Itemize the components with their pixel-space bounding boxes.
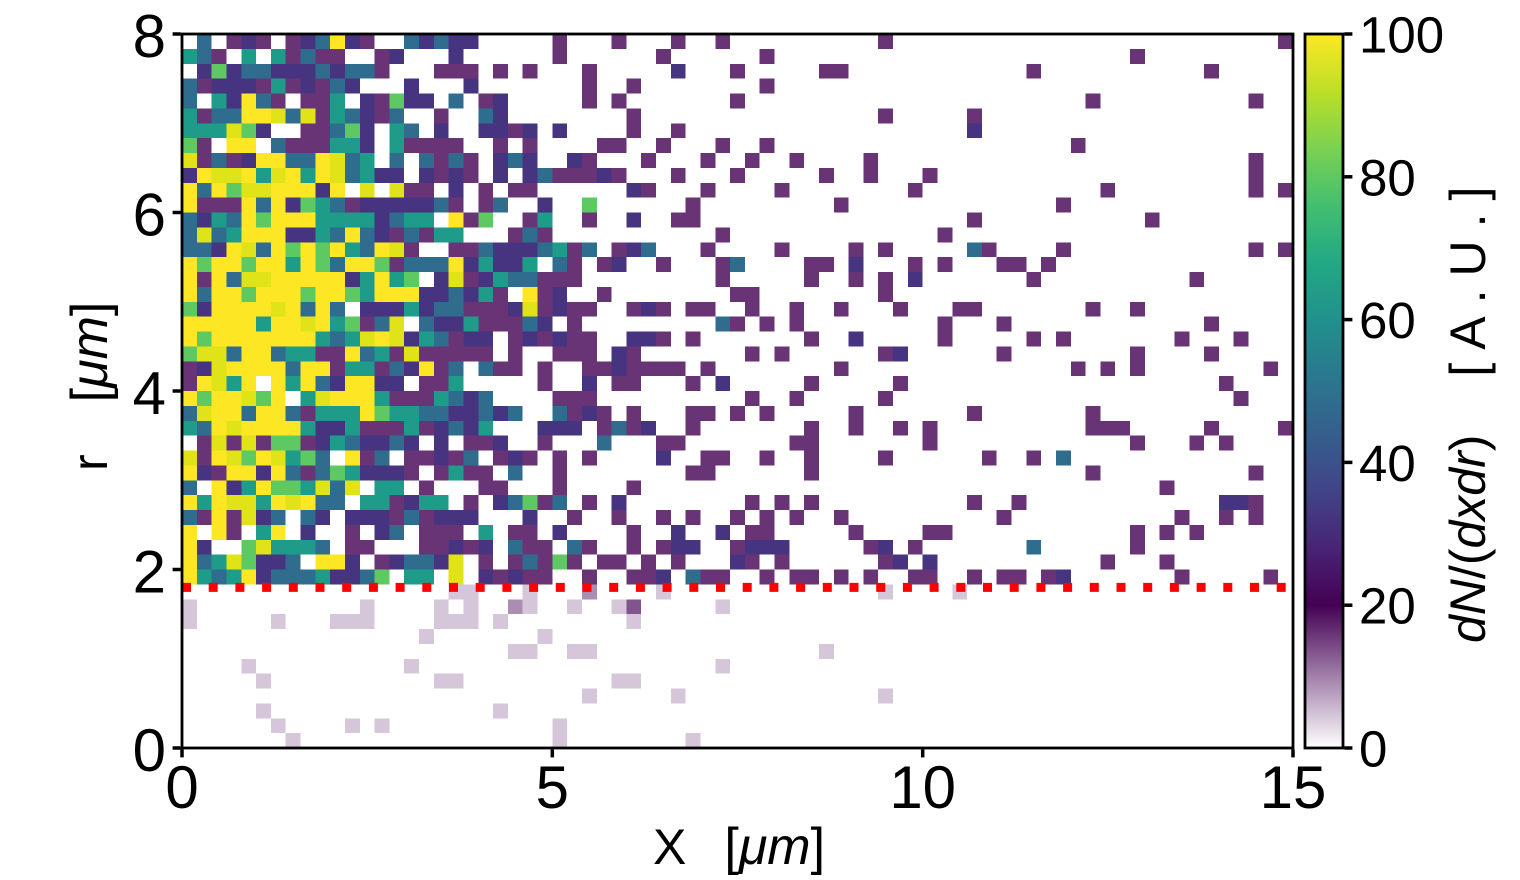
svg-text:5: 5 <box>536 754 569 821</box>
svg-text:2: 2 <box>133 539 166 606</box>
svg-text:10: 10 <box>889 754 956 821</box>
svg-text:20: 20 <box>1359 578 1416 635</box>
svg-text:8: 8 <box>133 3 166 70</box>
svg-text:15: 15 <box>1260 754 1327 821</box>
svg-text:6: 6 <box>133 182 166 249</box>
svg-text:40: 40 <box>1359 435 1416 492</box>
svg-text:100: 100 <box>1359 7 1444 64</box>
svg-text:60: 60 <box>1359 292 1416 349</box>
svg-text:0: 0 <box>1359 721 1387 778</box>
svg-text:80: 80 <box>1359 149 1416 206</box>
svg-text:4: 4 <box>133 360 166 427</box>
svg-text:X[μm]: X [μm] <box>653 818 825 876</box>
svg-text:0: 0 <box>165 754 198 821</box>
svg-text:0: 0 <box>133 717 166 784</box>
